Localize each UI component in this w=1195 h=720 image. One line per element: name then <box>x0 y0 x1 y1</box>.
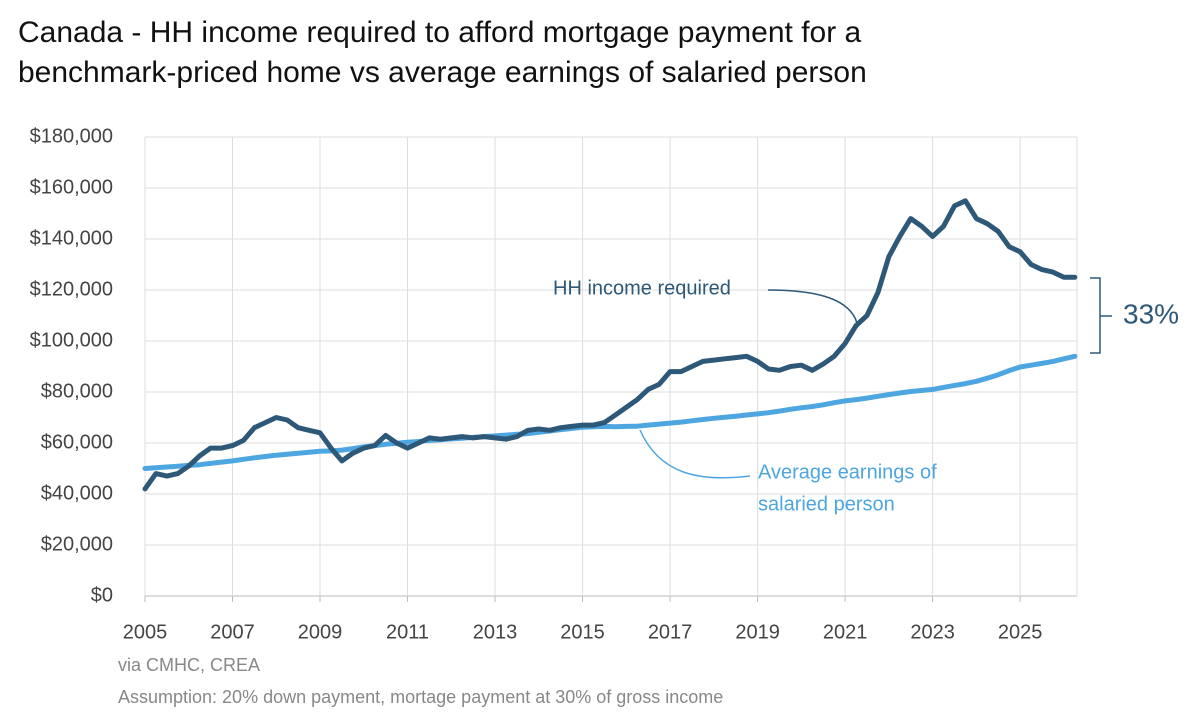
connector <box>767 289 858 324</box>
x-tick-label: 2025 <box>998 621 1043 643</box>
x-tick-label: 2011 <box>386 621 429 643</box>
gap-annotation: 33% <box>1123 298 1179 329</box>
y-tick-label: $160,000 <box>30 176 113 198</box>
x-tick-label: 2023 <box>910 621 955 643</box>
source: via CMHC, CREA <box>118 655 260 675</box>
y-tick-label: $0 <box>91 584 113 606</box>
x-tick-label: 2009 <box>298 621 343 643</box>
chart-title: Canada - HH income required to afford mo… <box>18 16 862 49</box>
series-label: HH income required <box>553 277 731 299</box>
y-tick-label: $180,000 <box>30 125 113 147</box>
line-series <box>142 198 1078 492</box>
x-tick-label: 2021 <box>823 621 868 643</box>
y-tick-label: $120,000 <box>30 278 113 300</box>
y-tick-label: $20,000 <box>41 533 113 555</box>
connector <box>639 429 751 479</box>
y-tick-label: $40,000 <box>41 482 113 504</box>
chart-title: benchmark-priced home vs average earning… <box>18 56 867 89</box>
y-tick-label: $80,000 <box>41 380 113 402</box>
x-tick-label: 2015 <box>560 621 605 643</box>
x-tick-label: 2007 <box>210 621 255 643</box>
x-tick-label: 2013 <box>473 621 518 643</box>
y-tick-label: $140,000 <box>30 227 113 249</box>
note: Assumption: 20% down payment, mortage pa… <box>118 687 723 707</box>
bracket <box>1090 277 1112 354</box>
series-label: salaried person <box>758 493 895 515</box>
x-tick-label: 2017 <box>648 621 693 643</box>
x-tick-label: 2005 <box>123 621 168 643</box>
y-tick-label: $100,000 <box>30 329 113 351</box>
line-series <box>142 353 1078 471</box>
series-label: Average earnings of <box>758 461 937 483</box>
x-tick-label: 2019 <box>735 621 780 643</box>
y-tick-label: $60,000 <box>41 431 113 453</box>
